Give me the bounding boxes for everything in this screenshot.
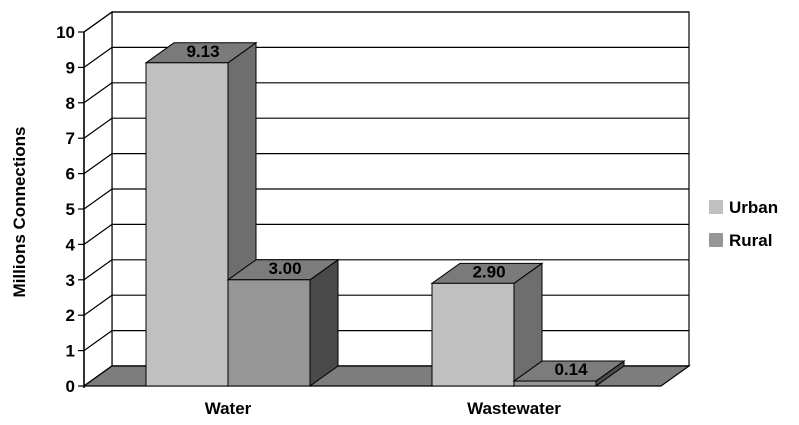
y-tick-label: 8 [66,94,75,113]
data-label: 9.13 [186,42,219,61]
data-label: 0.14 [554,360,588,379]
x-axis-categories: Water Wastewater [205,399,562,418]
bar-rural-wastewater [512,360,626,387]
gridline-side [83,82,113,104]
bar-urban-wastewater [430,262,544,387]
gridline-side [83,294,113,316]
y-tick-label: 5 [66,200,75,219]
x-category-label: Wastewater [467,399,561,418]
y-tick-label: 4 [66,235,76,254]
y-tick-label: 10 [56,23,75,42]
gridline-side [83,153,113,175]
y-tick-label: 7 [66,129,75,148]
gridline-side [83,117,113,139]
data-label: 3.00 [268,259,301,278]
y-tick-label: 6 [66,165,75,184]
y-axis-label: Millions Connections [10,127,29,298]
bar-rural-water [226,258,340,387]
y-tick-label: 1 [66,342,75,361]
legend-label-urban: Urban [729,198,778,217]
bar-front [431,282,515,387]
y-tick-label: 9 [66,58,75,77]
gridline-side [83,259,113,281]
gridline-side [83,46,113,68]
gridline-side [83,223,113,245]
legend-swatch-rural [709,233,723,247]
gridline-side [83,330,113,352]
bar-front [513,380,597,387]
bar-front [227,279,311,387]
y-tick-label: 3 [66,271,75,290]
gridline-side [83,11,113,33]
x-category-label: Water [205,399,252,418]
bars [144,41,626,387]
bar-side [309,258,339,387]
legend-swatch-urban [709,200,723,214]
legend: Urban Rural [709,198,778,250]
bar-front [145,62,229,387]
data-labels: 9.13 3.00 2.90 0.14 [186,42,588,379]
legend-label-rural: Rural [729,231,772,250]
y-tick-label: 0 [66,377,75,396]
y-tick-label: 2 [66,306,75,325]
y-axis-ticks: 0 1 2 3 4 5 6 7 8 9 10 [56,23,75,396]
gridline-side [83,188,113,210]
data-label: 2.90 [472,262,505,281]
